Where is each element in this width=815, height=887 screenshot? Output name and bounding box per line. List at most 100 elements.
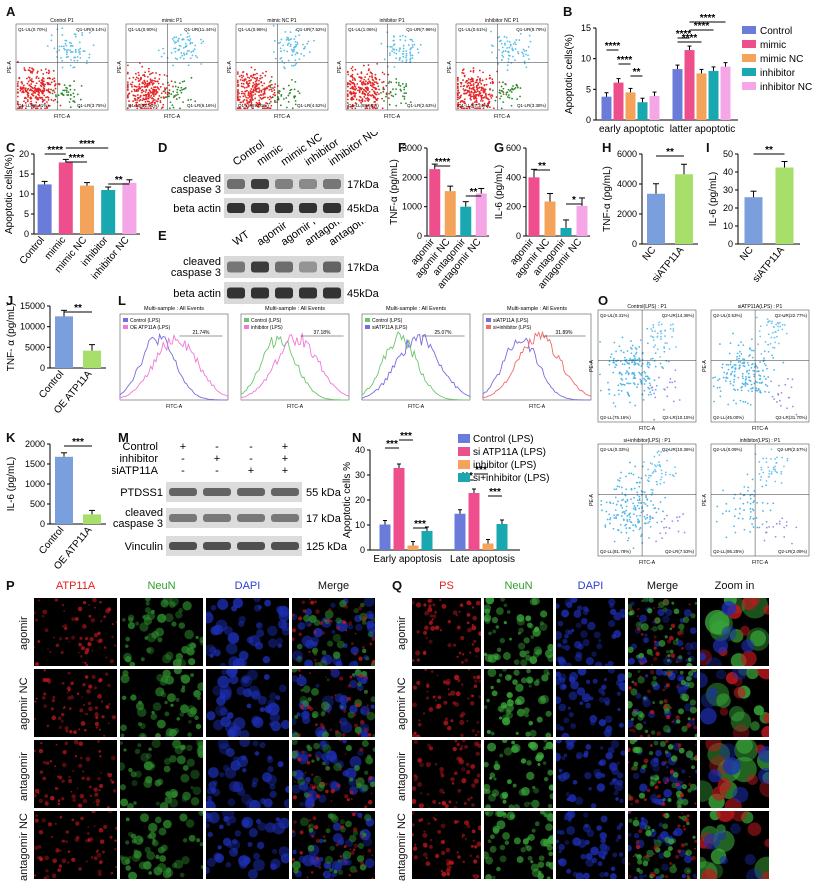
event-dot — [385, 84, 388, 87]
event-dot — [656, 348, 659, 351]
event-dot — [765, 461, 768, 464]
blot-band — [251, 287, 269, 299]
event-dot — [783, 324, 786, 326]
event-dot — [652, 504, 655, 506]
cell-signal — [85, 663, 89, 666]
event-dot — [167, 95, 170, 98]
event-dot — [40, 69, 43, 72]
event-dot — [153, 79, 156, 82]
event-dot — [766, 324, 768, 326]
event-dot — [137, 77, 140, 80]
event-dot — [152, 93, 155, 96]
cell-signal — [321, 701, 330, 711]
cell-signal — [94, 712, 99, 717]
event-dot — [26, 98, 29, 101]
event-dot — [53, 47, 56, 50]
event-dot — [613, 517, 616, 519]
quadrant-ll: Q2-LL(95.25%) — [713, 549, 744, 554]
cell-signal — [353, 607, 360, 614]
row-label: caspase 3 — [171, 184, 221, 196]
event-dot — [92, 44, 95, 47]
event-dot — [286, 44, 289, 46]
cell-signal — [292, 750, 298, 759]
event-dot — [624, 356, 626, 359]
event-dot — [649, 526, 652, 528]
cell-signal — [252, 859, 265, 872]
plot-title: mimic NC P1 — [267, 18, 296, 24]
gate-percent: 37.18% — [314, 330, 332, 336]
cell-signal — [424, 669, 428, 671]
event-dot — [180, 86, 183, 89]
cell-signal — [59, 866, 62, 869]
event-dot — [777, 342, 780, 345]
event-dot — [43, 99, 46, 101]
blot-membrane — [166, 508, 302, 528]
event-dot — [141, 85, 143, 88]
event-dot — [664, 335, 666, 337]
cell-signal — [312, 816, 317, 821]
cell-signal — [347, 711, 355, 719]
cell-signal — [447, 643, 452, 648]
cell-signal — [95, 725, 99, 729]
cell-signal — [344, 794, 349, 799]
cell-signal — [561, 609, 570, 618]
event-dot — [666, 342, 668, 345]
event-dot — [757, 370, 760, 372]
event-dot — [482, 71, 484, 74]
event-dot — [775, 522, 778, 525]
cell-signal — [320, 741, 327, 748]
event-dot — [744, 378, 747, 381]
event-dot — [620, 377, 623, 380]
event-dot — [170, 80, 173, 83]
cell-signal — [253, 852, 261, 860]
event-dot — [251, 76, 254, 79]
event-dot — [500, 107, 503, 110]
cell-signal — [127, 621, 136, 630]
cell-signal — [367, 631, 374, 638]
cell-signal — [466, 600, 472, 606]
cell-signal — [225, 747, 235, 757]
y-tick-label: 0 — [40, 519, 45, 529]
cell-signal — [473, 684, 478, 688]
event-dot — [153, 98, 156, 101]
event-dot — [393, 66, 396, 68]
cell-signal — [146, 647, 152, 653]
event-dot — [614, 496, 617, 499]
cell-signal — [353, 652, 357, 656]
event-dot — [76, 59, 79, 62]
cell-signal — [637, 670, 641, 673]
event-dot — [41, 101, 44, 103]
event-dot — [469, 97, 472, 100]
event-dot — [250, 74, 253, 77]
cell-signal — [315, 839, 320, 843]
event-dot — [352, 105, 355, 107]
event-dot — [368, 75, 371, 78]
cell-signal — [636, 615, 639, 618]
event-dot — [57, 94, 60, 97]
cell-signal — [182, 601, 192, 611]
event-dot — [368, 94, 371, 96]
cell-signal — [305, 776, 311, 783]
event-dot — [519, 87, 522, 89]
event-dot — [511, 55, 514, 58]
cell-signal — [344, 604, 349, 609]
cell-signal — [668, 635, 674, 641]
cell-signal — [607, 660, 614, 666]
event-dot — [366, 107, 369, 110]
event-dot — [16, 60, 19, 63]
event-dot — [643, 515, 646, 518]
cell-signal — [107, 683, 111, 688]
cell-signal — [349, 756, 362, 768]
event-dot — [16, 103, 19, 106]
cell-signal — [120, 741, 124, 745]
event-dot — [474, 89, 476, 92]
cell-signal — [176, 717, 181, 721]
event-dot — [525, 66, 528, 69]
event-dot — [176, 88, 179, 91]
cell-signal — [157, 637, 163, 643]
legend-label: inhibitor (LPS) — [251, 325, 283, 331]
event-dot — [604, 524, 607, 526]
cell-signal — [615, 679, 623, 687]
cell-signal — [664, 635, 668, 639]
